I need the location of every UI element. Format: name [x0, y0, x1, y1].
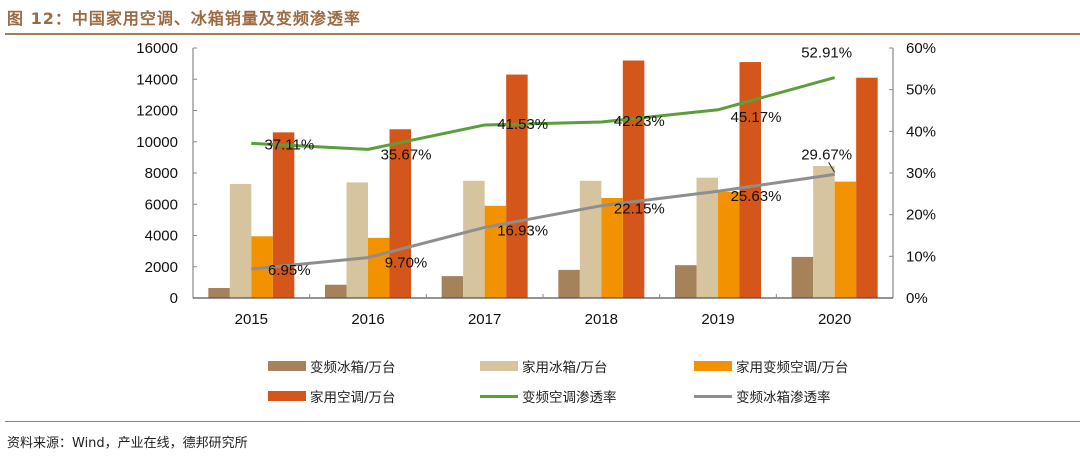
data-label: 52.91%	[801, 45, 852, 62]
source-divider	[5, 421, 1080, 422]
legend-item: 变频冰箱/万台	[268, 356, 396, 376]
data-label: 25.63%	[731, 188, 782, 205]
right-axis-tick-label: 30%	[906, 165, 936, 182]
data-label: 42.23%	[614, 113, 665, 130]
legend-label: 家用变频空调/万台	[736, 360, 849, 376]
data-label: 29.67%	[801, 146, 852, 163]
legend-label: 变频空调渗透率	[522, 390, 617, 406]
bar	[389, 129, 411, 298]
source-note: 资料来源：Wind，产业在线，德邦研究所	[7, 436, 248, 451]
legend-label: 变频冰箱/万台	[310, 360, 396, 376]
legend-swatch	[480, 361, 518, 371]
data-label: 37.11%	[264, 136, 314, 153]
left-axis-tick-label: 0	[170, 290, 178, 307]
legend-item: 变频冰箱渗透率	[694, 386, 831, 406]
bar	[791, 256, 814, 298]
right-axis-tick-label: 0%	[906, 290, 928, 307]
left-axis-tick-label: 10000	[136, 134, 178, 151]
legend-swatch	[694, 394, 732, 398]
bar	[601, 198, 623, 298]
left-axis-tick-label: 8000	[145, 165, 178, 182]
legend-item: 家用冰箱/万台	[480, 356, 608, 376]
legend-swatch	[480, 394, 518, 398]
bar	[813, 165, 835, 298]
right-axis-tick-label: 10%	[906, 248, 936, 265]
series-line	[251, 76, 836, 151]
bar	[346, 182, 368, 298]
legend-item: 家用空调/万台	[268, 386, 396, 406]
bar	[718, 191, 740, 298]
data-label: 41.53%	[497, 116, 548, 133]
left-axis-tick-label: 14000	[136, 71, 178, 88]
figure-title: 图 12：中国家用空调、冰箱销量及变频渗透率	[7, 9, 361, 28]
bar	[579, 180, 602, 298]
label-leader-line	[828, 162, 836, 173]
bar	[696, 177, 718, 298]
bar	[856, 77, 878, 298]
bar	[622, 60, 645, 298]
left-axis-tick-label: 12000	[136, 103, 178, 120]
bar	[208, 288, 230, 298]
axes-layer: 0 2000 4000 6000 8000 10000 12000 14000 16000 0% 1…	[136, 40, 936, 328]
x-axis-tick-label: 2015	[235, 311, 268, 328]
data-label: 16.93%	[497, 222, 548, 239]
x-axis-tick-label: 2016	[351, 311, 384, 328]
right-axis-tick-label: 60%	[906, 40, 936, 57]
bar	[441, 276, 464, 298]
data-label: 9.70%	[385, 255, 428, 272]
lines-layer	[251, 76, 836, 271]
bar	[484, 205, 507, 298]
right-axis-tick-label: 40%	[906, 123, 936, 140]
left-axis-tick-label: 6000	[145, 196, 178, 213]
series-line	[251, 172, 835, 271]
bar	[463, 180, 485, 298]
legend-label: 变频冰箱渗透率	[736, 390, 831, 406]
data-label: 35.67%	[381, 146, 432, 163]
title-divider	[5, 33, 1080, 35]
bar	[834, 181, 857, 298]
legend-item: 家用变频空调/万台	[694, 356, 849, 376]
bar	[272, 132, 295, 298]
bar	[739, 62, 761, 298]
legend-swatch	[268, 361, 306, 371]
labels-layer: 37.11% 35.67% 41.53% 42.23% 45.17% 52.91% 6.95…	[264, 45, 852, 279]
data-label: 22.15%	[614, 201, 665, 218]
bar	[675, 265, 697, 298]
chart: 0 2000 4000 6000 8000 10000 12000 14000 16000 0% 1…	[136, 40, 936, 328]
bar	[506, 74, 528, 298]
data-label: 6.95%	[268, 262, 311, 279]
data-label: 45.17%	[731, 109, 782, 126]
bar	[229, 183, 252, 298]
bar	[325, 284, 347, 298]
x-axis-tick-label: 2017	[468, 311, 501, 328]
x-axis-tick-label: 2018	[585, 311, 618, 328]
left-axis-tick-label: 2000	[145, 259, 178, 276]
legend-swatch	[694, 361, 732, 371]
right-axis-tick-label: 20%	[906, 207, 936, 224]
x-axis-tick-label: 2020	[818, 311, 851, 328]
legend-label: 家用冰箱/万台	[522, 360, 608, 376]
legend-swatch	[268, 391, 306, 401]
legend-item: 变频空调渗透率	[480, 386, 617, 406]
x-axis-tick-label: 2019	[701, 311, 734, 328]
left-axis-tick-label: 4000	[145, 228, 178, 245]
legend-label: 家用空调/万台	[310, 390, 396, 406]
right-axis-tick-label: 50%	[906, 82, 936, 99]
bar	[558, 269, 580, 298]
left-axis-tick-label: 16000	[136, 40, 178, 57]
